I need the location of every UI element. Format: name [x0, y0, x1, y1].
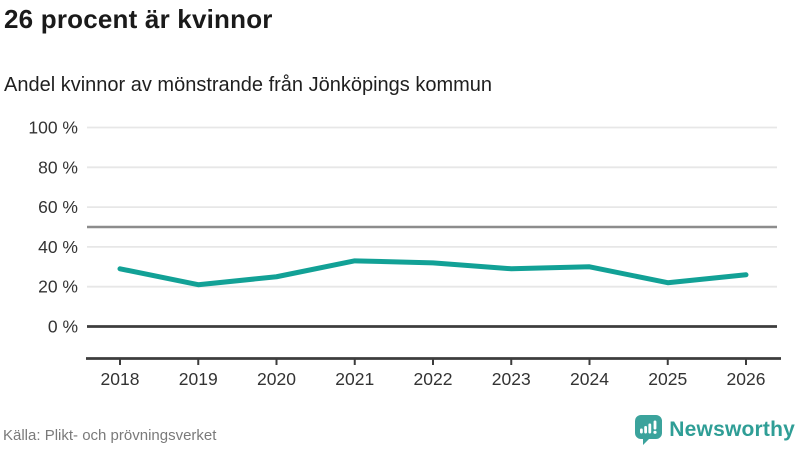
y-axis-labels: 0 % 20 % 40 % 60 % 80 % 100 % — [28, 118, 78, 337]
svg-text:80 %: 80 % — [38, 157, 78, 177]
svg-text:2021: 2021 — [335, 369, 374, 389]
source-note: Källa: Plikt- och prövningsverket — [3, 427, 217, 444]
x-axis — [86, 357, 781, 365]
svg-text:0 %: 0 % — [48, 317, 78, 337]
svg-text:100 %: 100 % — [28, 118, 78, 138]
svg-text:2019: 2019 — [179, 369, 218, 389]
newsworthy-bubble-icon — [635, 415, 663, 445]
svg-text:2024: 2024 — [570, 369, 609, 389]
svg-text:2026: 2026 — [727, 369, 766, 389]
svg-text:20 %: 20 % — [38, 277, 78, 297]
svg-text:40 %: 40 % — [38, 237, 78, 257]
brand-logo: Newsworthy — [635, 415, 795, 445]
svg-text:2018: 2018 — [101, 369, 140, 389]
series-line — [117, 258, 749, 288]
svg-text:2020: 2020 — [257, 369, 296, 389]
chart-subtitle: Andel kvinnor av mönstrande från Jönköpi… — [4, 74, 493, 96]
brand-wordmark: Newsworthy — [669, 418, 795, 441]
bar-chart-glyph — [640, 420, 657, 434]
page-title: 26 procent är kvinnor — [4, 4, 273, 34]
y-gridlines — [87, 126, 777, 328]
svg-text:60 %: 60 % — [38, 197, 78, 217]
svg-text:2022: 2022 — [414, 369, 453, 389]
x-axis-labels: 2018 2019 2020 2021 2022 2023 2024 2025 2026 — [101, 369, 766, 389]
svg-text:2025: 2025 — [648, 369, 687, 389]
svg-text:2023: 2023 — [492, 369, 531, 389]
